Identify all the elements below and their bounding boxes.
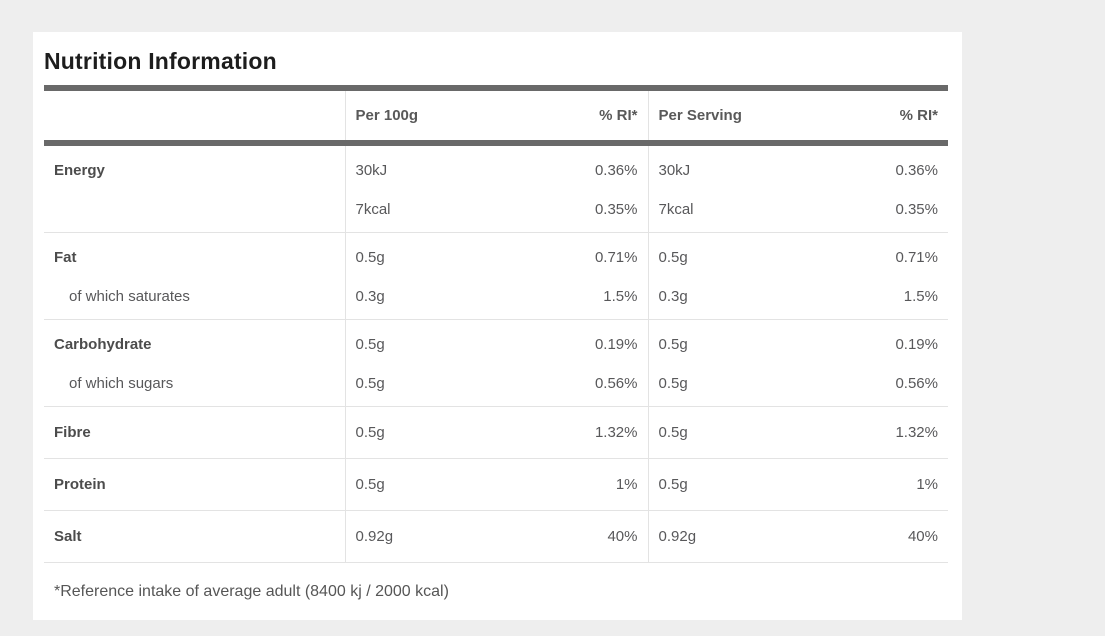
- nutrient-label: of which sugars: [44, 364, 345, 407]
- nutrition-card: Nutrition Information Per 100g % RI* Per…: [33, 32, 962, 620]
- nutrient-label: Protein: [44, 458, 345, 511]
- per-100g-ri: 0.56%: [486, 364, 648, 407]
- per-100g-ri: 1.5%: [486, 277, 648, 320]
- per-100g-ri: 1.32%: [486, 406, 648, 459]
- nutrition-table: Per 100g % RI* Per Serving % RI* Energy …: [44, 85, 948, 563]
- per-100g-value: 0.92g: [344, 510, 486, 563]
- table-row-sugars: of which sugars 0.5g 0.56% 0.5g 0.56%: [44, 364, 948, 407]
- table-row-energy-kj: Energy 30kJ 0.36% 30kJ 0.36%: [44, 143, 948, 190]
- table-row-salt: Salt 0.92g 40% 0.92g 40%: [44, 510, 948, 563]
- per-serving-ri: 1.5%: [789, 277, 948, 320]
- table-row-energy-kcal: 7kcal 0.35% 7kcal 0.35%: [44, 190, 948, 233]
- per-100g-value: 0.3g: [344, 277, 486, 320]
- per-serving-value: 0.3g: [647, 277, 789, 320]
- per-100g-ri: 1%: [486, 458, 648, 511]
- column-header-blank: [44, 85, 345, 146]
- per-serving-value: 7kcal: [647, 190, 789, 233]
- table-row-saturates: of which saturates 0.3g 1.5% 0.3g 1.5%: [44, 277, 948, 320]
- nutrient-label: of which saturates: [44, 277, 345, 320]
- nutrient-label: Fat: [54, 249, 77, 266]
- per-serving-ri: 0.19%: [895, 336, 938, 353]
- per-serving-ri: 0.35%: [789, 190, 948, 233]
- nutrient-label: Energy: [54, 162, 105, 179]
- per-100g-ri: 0.36%: [594, 162, 638, 179]
- table-row-protein: Protein 0.5g 1% 0.5g 1%: [44, 458, 948, 511]
- per-serving-value: 0.92g: [647, 510, 789, 563]
- nutrient-label: Fibre: [44, 406, 345, 459]
- per-serving-ri: 40%: [789, 510, 948, 563]
- per-serving-value: 0.5g: [647, 364, 789, 407]
- nutrient-label: [44, 190, 345, 233]
- nutrient-label: Salt: [44, 510, 345, 563]
- per-100g-value: 7kcal: [344, 190, 486, 233]
- per-serving-ri: 1%: [789, 458, 948, 511]
- per-100g-value: 0.5g: [344, 319, 486, 364]
- per-100g-ri: 0.19%: [594, 336, 638, 353]
- per-serving-ri: 1.32%: [789, 406, 948, 459]
- table-row-carbohydrate: Carbohydrate 0.5g 0.19% 0.5g 0.19%: [44, 319, 948, 364]
- reference-intake-footnote: *Reference intake of average adult (8400…: [54, 583, 449, 600]
- per-100g-ri: 40%: [486, 510, 648, 563]
- column-header-per-100g: Per 100g: [344, 85, 486, 146]
- per-serving-value: 0.5g: [647, 406, 789, 459]
- per-100g-value: 30kJ: [344, 143, 486, 190]
- per-100g-ri: 0.71%: [594, 249, 638, 266]
- table-header-row: Per 100g % RI* Per Serving % RI*: [44, 85, 948, 146]
- per-serving-value: 0.5g: [647, 319, 789, 364]
- column-header-ri-serving: % RI*: [789, 85, 948, 146]
- per-serving-ri: 0.56%: [789, 364, 948, 407]
- per-100g-value: 0.5g: [344, 232, 486, 277]
- table-row-fat: Fat 0.5g 0.71% 0.5g 0.71%: [44, 232, 948, 277]
- nutrient-label: Carbohydrate: [54, 336, 152, 353]
- page-title: Nutrition Information: [44, 48, 277, 74]
- per-serving-value: 0.5g: [647, 458, 789, 511]
- per-serving-value: 30kJ: [647, 143, 789, 190]
- table-row-fibre: Fibre 0.5g 1.32% 0.5g 1.32%: [44, 406, 948, 459]
- column-header-ri-100g: % RI*: [486, 85, 648, 146]
- per-100g-ri: 0.35%: [486, 190, 648, 233]
- per-serving-value: 0.5g: [647, 232, 789, 277]
- per-100g-value: 0.5g: [344, 458, 486, 511]
- per-serving-ri: 0.71%: [895, 249, 938, 266]
- per-100g-value: 0.5g: [344, 406, 486, 459]
- per-serving-ri: 0.36%: [895, 162, 938, 179]
- per-100g-value: 0.5g: [344, 364, 486, 407]
- column-header-per-serving: Per Serving: [647, 85, 789, 146]
